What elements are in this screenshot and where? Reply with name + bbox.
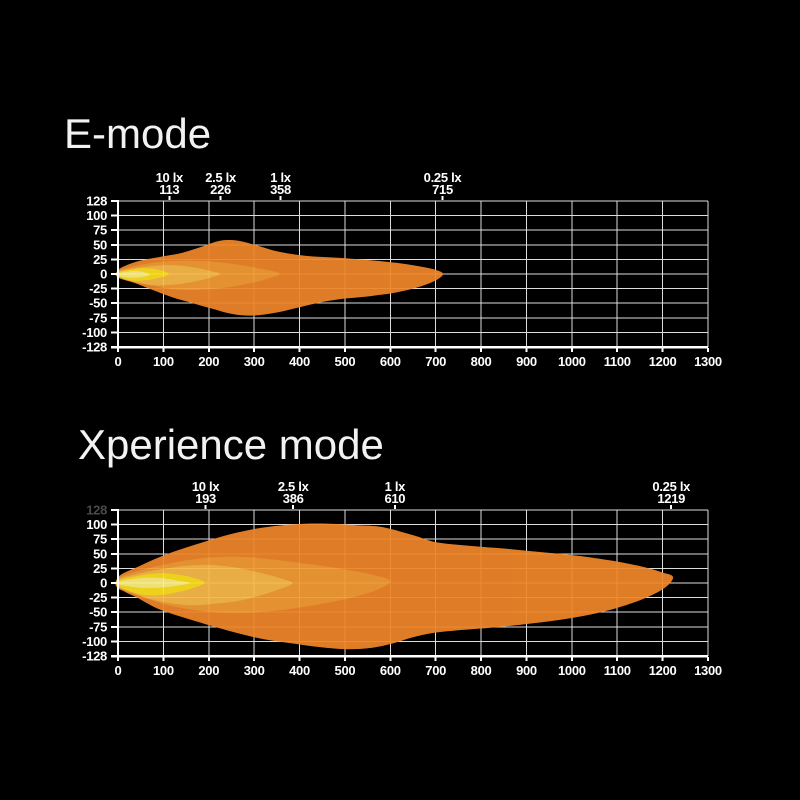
y-tick-label: 50 xyxy=(93,546,107,561)
x-tick-label: 1000 xyxy=(558,663,586,678)
beam-isoline-0.25lx xyxy=(116,239,444,316)
annotation-distance-label: 226 xyxy=(210,182,231,197)
annotation-distance-label: 113 xyxy=(159,182,179,197)
x-tick-label: 1100 xyxy=(604,354,631,369)
chart-title-xperience-mode: Xperience mode xyxy=(78,421,384,468)
x-tick-label: 800 xyxy=(471,354,492,369)
annotation-distance-label: 386 xyxy=(283,491,304,506)
x-tick-label: 600 xyxy=(380,354,401,369)
x-tick-label: 0 xyxy=(115,663,122,678)
y-tick-label: 50 xyxy=(93,237,107,252)
annotation-lux-label: 1 lx xyxy=(385,479,407,494)
y-tick-label: 0 xyxy=(100,576,107,591)
y-tick-label: 0 xyxy=(100,267,107,282)
annotation-lux-label: 10 lx xyxy=(192,479,220,494)
x-tick-label: 600 xyxy=(380,663,401,678)
x-tick-label: 1100 xyxy=(604,663,631,678)
annotation-distance-label: 715 xyxy=(432,182,453,197)
x-tick-label: 500 xyxy=(335,354,356,369)
y-tick-label: 75 xyxy=(93,223,107,238)
y-tick-label: 100 xyxy=(86,208,107,223)
x-tick-label: 100 xyxy=(153,354,174,369)
y-tick-label: -100 xyxy=(82,634,107,649)
y-tick-label: 100 xyxy=(86,517,107,532)
x-tick-label: 200 xyxy=(198,663,219,678)
y-tick-label: -128 xyxy=(82,649,107,664)
chart-title-e-mode: E-mode xyxy=(64,110,212,157)
annotation-lux-label: 1 lx xyxy=(270,170,292,185)
y-tick-label: -25 xyxy=(89,590,107,605)
y-tick-label: 25 xyxy=(93,252,107,267)
x-tick-label: 400 xyxy=(289,663,310,678)
x-tick-label: 300 xyxy=(244,354,265,369)
annotation-lux-label: 0.25 lx xyxy=(424,170,463,185)
x-tick-label: 500 xyxy=(335,663,356,678)
x-tick-label: 1000 xyxy=(558,354,586,369)
beam-isoline-0.25lx xyxy=(116,523,674,650)
annotation-lux-label: 2.5 lx xyxy=(205,170,237,185)
x-tick-label: 100 xyxy=(153,663,174,678)
annotation-distance-label: 358 xyxy=(270,182,291,197)
axes xyxy=(111,196,709,352)
beam-hotspot-core xyxy=(116,577,190,588)
beam-layers xyxy=(115,523,674,650)
y-tick-label: 75 xyxy=(93,532,107,547)
x-tick-label: 0 xyxy=(115,354,122,369)
y-tick-label: -128 xyxy=(82,340,107,355)
annotation-distance-label: 610 xyxy=(384,491,405,506)
beam-layers xyxy=(115,239,444,316)
x-tick-label: 900 xyxy=(516,663,537,678)
x-tick-label: 900 xyxy=(516,354,537,369)
y-tick-label: 25 xyxy=(93,561,107,576)
x-tick-label: 300 xyxy=(244,663,265,678)
x-tick-label: 1300 xyxy=(694,354,722,369)
y-tick-label: -100 xyxy=(82,325,107,340)
beam-hotspot-core xyxy=(116,270,150,278)
x-tick-label: 1200 xyxy=(649,354,677,369)
annotation-lux-label: 2.5 lx xyxy=(278,479,310,494)
x-tick-label: 400 xyxy=(289,354,310,369)
x-tick-label: 700 xyxy=(425,663,446,678)
y-tick-label: 128 xyxy=(86,503,107,518)
y-tick-label: 128 xyxy=(86,194,107,209)
y-tick-label: -75 xyxy=(89,619,107,634)
x-tick-label: 800 xyxy=(471,663,492,678)
y-tick-label: -75 xyxy=(89,310,107,325)
annotation-distance-label: 1219 xyxy=(657,491,685,506)
x-tick-label: 200 xyxy=(198,354,219,369)
annotation-lux-label: 10 lx xyxy=(156,170,184,185)
y-tick-label: -50 xyxy=(89,296,107,311)
x-tick-label: 1300 xyxy=(694,663,722,678)
annotation-distance-label: 193 xyxy=(195,491,216,506)
axes xyxy=(111,505,709,661)
y-tick-label: -25 xyxy=(89,281,107,296)
x-tick-label: 700 xyxy=(425,354,446,369)
y-tick-label: -50 xyxy=(89,605,107,620)
annotation-lux-label: 0.25 lx xyxy=(652,479,691,494)
x-tick-label: 1200 xyxy=(649,663,677,678)
